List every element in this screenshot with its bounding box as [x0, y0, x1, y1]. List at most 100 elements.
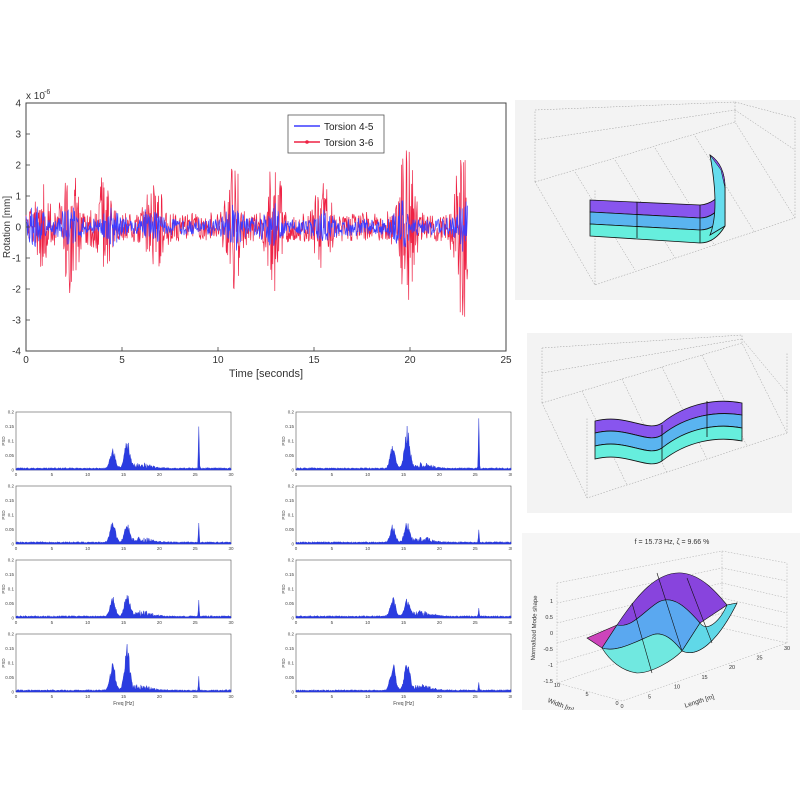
surface-right-edge	[681, 602, 738, 653]
legend-label-torsion-4-5: Torsion 4-5	[324, 122, 374, 133]
y-axis-label: PSD	[281, 436, 286, 446]
y-tick-label: 0.2	[288, 558, 295, 563]
psd-spectrum	[15, 595, 232, 619]
psd-panel: 0 5 10 15 20 25 30 0 0.05 0.1 0.15 0.2 PSD Freq [Hz]	[281, 632, 512, 708]
x-tick-label: 20	[157, 546, 163, 551]
x-tick-label: 20	[437, 472, 443, 477]
x-tick-label: 5	[331, 546, 334, 551]
view-background	[527, 333, 792, 513]
y-tick-label: 0.2	[8, 632, 15, 637]
x-tick-label: 10	[365, 620, 371, 625]
x-axis-label: Freq [Hz]	[113, 701, 134, 707]
psd-spectrum	[295, 523, 512, 545]
legend-label-torsion-3-6: Torsion 3-6	[324, 138, 374, 149]
x-tick-label: 15	[121, 546, 127, 551]
x-tick-label: 15	[308, 355, 320, 366]
x-tick-label: 20	[157, 694, 163, 699]
z-tick-label: -0.5	[544, 647, 553, 653]
z-axis-label: Normalized Mode shape	[531, 595, 539, 661]
x-tick-label: 30	[228, 620, 234, 625]
axis-box	[534, 101, 796, 286]
x-tick-label: 30	[784, 646, 790, 652]
plate-axis-ticks: 1 0.5 0 -0.5 -1 -1.5 0 5 10 15 20 25 30 0 5 10	[544, 599, 791, 710]
y-tick-label: 0.15	[285, 572, 294, 577]
psd-spectrum	[295, 596, 512, 619]
y-tick-label: 0.1	[288, 513, 295, 518]
legend-box	[287, 114, 385, 154]
x-tick-label: 25	[193, 472, 199, 477]
x-tick-label: 15	[121, 620, 127, 625]
y-tick-label: 0	[291, 542, 294, 547]
z-tick-label: 0.5	[545, 615, 553, 621]
x-tick-label: 30	[508, 694, 512, 699]
y-tick-label: 0.1	[8, 513, 15, 518]
y-tick-label: -4	[12, 347, 21, 358]
x-tick-label: 0	[15, 546, 18, 551]
mode-shape-torsion-view	[515, 100, 800, 300]
y-axis-label: PSD	[281, 658, 286, 668]
x-tick-label: 20	[437, 546, 443, 551]
x-axis-label: Time [seconds]	[229, 368, 303, 380]
x-tick-label: 0	[15, 472, 18, 477]
x-tick-label: 25	[473, 620, 479, 625]
x-tick-label: 0	[15, 694, 18, 699]
mode-shape-plate-view: f = 15.73 Hz, ζ = 9.66 % 1 0.5 0 -0.5 -1 -1.5…	[522, 533, 800, 710]
x-tick-label: 30	[508, 546, 512, 551]
y-tick-label: 0.15	[5, 424, 14, 429]
psd-plot-area	[295, 559, 512, 619]
y-tick-label: 0.2	[8, 410, 15, 415]
y-axis-label: PSD	[281, 584, 286, 594]
y-tick-label: 0.2	[288, 410, 295, 415]
x-tick-label: 10	[85, 620, 91, 625]
y-tick-label: 0	[291, 690, 294, 695]
y-tick-label: 0.05	[5, 601, 14, 606]
y-tick-label: 2	[15, 161, 21, 172]
x-tick-label: 5	[51, 472, 54, 477]
psd-panel: 0 5 10 15 20 25 30 0 0.05 0.1 0.15 0.2 PSD	[281, 410, 512, 478]
y-tick-label: 0.1	[288, 439, 295, 444]
y-tick-label: 0.2	[288, 632, 295, 637]
y-tick-label: 0.2	[8, 484, 15, 489]
surface-grid-line	[686, 577, 713, 644]
y-tick-label: -3	[12, 316, 21, 327]
x-tick-label: 20	[157, 620, 163, 625]
psd-panel: 0 5 10 15 20 25 30 0 0.05 0.1 0.15 0.2 PSD Freq [Hz]	[1, 632, 234, 708]
x-tick-label: 0	[295, 472, 298, 477]
y-exponent-power: -6	[44, 89, 50, 96]
x-tick-label: 30	[228, 546, 234, 551]
x-tick-label: 25	[193, 620, 199, 625]
y-axis-label: PSD	[1, 436, 6, 446]
x-tick-label: 25	[473, 694, 479, 699]
y-tick-label: -1	[12, 254, 21, 265]
x-tick-label: 10	[365, 546, 371, 551]
psd-plot-area	[15, 485, 232, 545]
y-tick-label: 0.15	[5, 572, 14, 577]
plot-title: f = 15.73 Hz, ζ = 9.66 %	[635, 539, 710, 546]
x-tick-label: 25	[473, 472, 479, 477]
rotation-time-chart: 0 5 10 15 20 25 -4 -3 -2 -1 0 1 2 3 4 x 10 -6 Time [se…	[2, 89, 512, 380]
x-tick-label: 15	[401, 694, 407, 699]
series-line-torsion-4-5	[25, 200, 468, 252]
y-tick-label: 0.05	[285, 453, 294, 458]
y-exponent: x 10	[26, 91, 45, 102]
y-tick-label: 0	[11, 616, 14, 621]
x-tick-label: 5	[331, 694, 334, 699]
surface-grid-line	[656, 572, 683, 652]
x-tick-label: 15	[121, 694, 127, 699]
x-axis-label: Freq [Hz]	[393, 701, 414, 707]
x-tick-label: 0	[15, 620, 18, 625]
y-tick-label: 0.1	[8, 439, 15, 444]
x-tick-label: 0	[23, 355, 29, 366]
psd-spectrum	[295, 418, 512, 471]
x-tick-label: 20	[437, 620, 443, 625]
y-tick-label: 0.1	[8, 587, 15, 592]
x-tick-label: 5	[331, 620, 334, 625]
x-tick-label: 25	[193, 694, 199, 699]
y-tick-label: 0	[11, 542, 14, 547]
y-tick-label: 0.05	[5, 527, 14, 532]
x-tick-label: 10	[365, 694, 371, 699]
x-tick-label: 5	[51, 694, 54, 699]
mode-flange-top	[709, 154, 726, 189]
y-tick-label: 0	[11, 468, 14, 473]
y-tick-label: 0.05	[5, 675, 14, 680]
